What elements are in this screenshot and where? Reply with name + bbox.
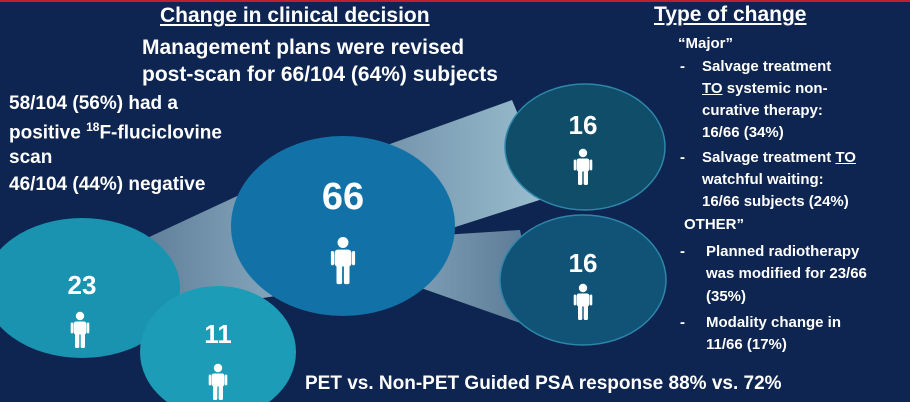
- other-item-1-line-2: was modified for 23/66: [706, 265, 867, 282]
- bubble-top-right: [504, 83, 666, 211]
- bubble-left-count: 23: [67, 270, 97, 300]
- top-accent-line: [0, 0, 910, 2]
- psa-response-footer: PET vs. Non-PET Guided PSA response 88% …: [305, 373, 782, 394]
- other-item-1-line-1: Planned radiotherapy: [706, 243, 860, 260]
- type-heading: Type of change: [654, 3, 807, 26]
- major-item-1-line-4: 16/66 (34%): [702, 124, 784, 141]
- scan-line-3: scan: [9, 147, 53, 168]
- list-dash: -: [680, 149, 685, 166]
- bubble-bottom-left-count: 11: [204, 319, 232, 349]
- major-item-1-line-3: curative therapy:: [702, 102, 823, 119]
- major-heading: “Major”: [678, 35, 734, 52]
- bubble-bottom-left: [140, 286, 296, 402]
- major-item-1-line-2: TO systemic non-: [702, 80, 828, 97]
- bubble-center-count: 66: [321, 176, 365, 218]
- bubble-top-right-count: 16: [568, 110, 598, 140]
- other-item-2-line-2: 11/66 (17%): [706, 336, 787, 353]
- scan-line-2: positive 18F-fluciclovine: [9, 120, 222, 144]
- scan-line-4: 46/104 (44%) negative: [9, 174, 206, 195]
- other-item-2-line-1: Modality change in: [706, 314, 842, 331]
- major-item-2-line-3: 16/66 subjects (24%): [702, 193, 849, 210]
- other-item-1-line-3: (35%): [706, 288, 747, 305]
- scan-line-1: 58/104 (56%) had a: [9, 93, 178, 114]
- major-item-2-line-2: watchful waiting:: [702, 171, 824, 188]
- list-dash: -: [680, 243, 685, 260]
- other-heading: OTHER”: [684, 216, 744, 233]
- bubble-bottom-right-count: 16: [568, 248, 598, 278]
- bubble-left: [0, 218, 180, 358]
- bubble-bottom-right: [499, 214, 667, 346]
- major-item-2-line-1: Salvage treatment TO: [702, 149, 856, 166]
- bubble-center: [231, 136, 455, 316]
- change-heading: Change in clinical decision: [160, 4, 430, 27]
- summary-line-2: post-scan for 66/104 (64%) subjects: [142, 63, 498, 86]
- major-item-1-line-1: Salvage treatment: [702, 58, 832, 75]
- list-dash: -: [680, 58, 685, 75]
- list-dash: -: [680, 314, 685, 331]
- summary-line-1: Management plans were revised: [142, 36, 465, 59]
